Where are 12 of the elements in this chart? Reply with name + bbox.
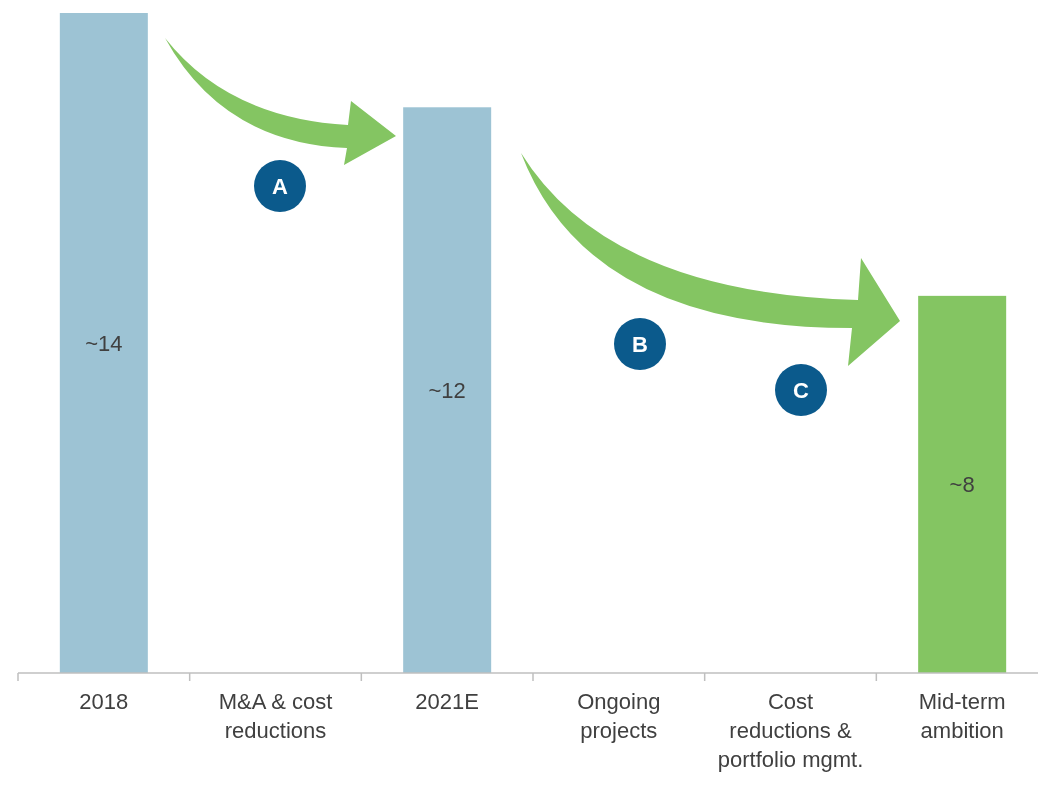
annotation: C (793, 378, 810, 403)
data-label: ~8 (949, 472, 975, 498)
x-tick-label: Cost reductions & portfolio mgmt. (717, 689, 864, 772)
x-tick-label: 2018 (79, 689, 129, 714)
data-label: ~14 (85, 331, 123, 356)
annotation: B (632, 332, 648, 357)
annotation: A (272, 174, 289, 199)
x-tick-label: M&A & cost reductions (218, 689, 333, 743)
x-tick-label: Mid-term ambition (918, 689, 1006, 743)
x-tick-label: 2021E (415, 689, 479, 714)
x-tick-label: Ongoing projects (577, 689, 661, 743)
data-label: ~12 (428, 378, 466, 404)
